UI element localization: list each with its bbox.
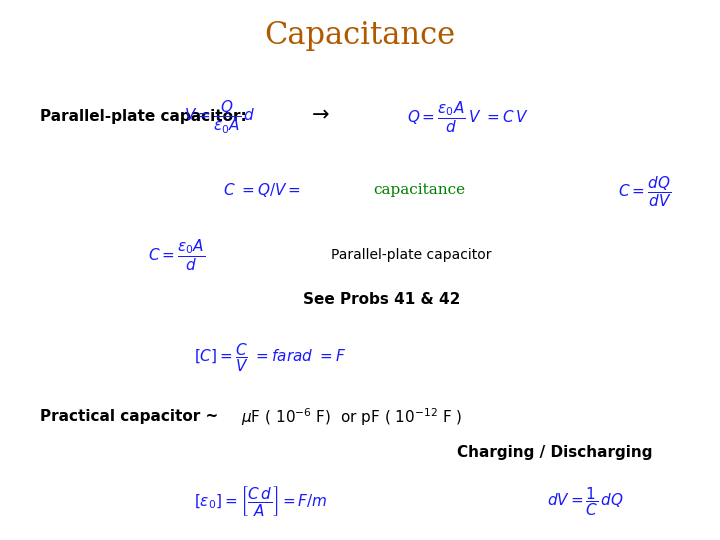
Text: $dV = \dfrac{1}{C}\,dQ$: $dV = \dfrac{1}{C}\,dQ$ [547,485,624,517]
Text: Parallel-plate capacitor:: Parallel-plate capacitor: [40,109,246,124]
Text: $C = \dfrac{dQ}{dV}$: $C = \dfrac{dQ}{dV}$ [618,174,671,209]
Text: $\left[\varepsilon_0\right] = \left[\dfrac{C\,d}{A}\right] = F/m$: $\left[\varepsilon_0\right] = \left[\dfr… [194,484,328,518]
Text: Parallel-plate capacitor: Parallel-plate capacitor [331,248,492,262]
Text: Practical capacitor ~: Practical capacitor ~ [40,409,223,424]
Text: See Probs 41 & 42: See Probs 41 & 42 [303,292,460,307]
Text: $Q = \dfrac{\varepsilon_0 A}{d}\,V \ = C\,V$: $Q = \dfrac{\varepsilon_0 A}{d}\,V \ = C… [408,100,528,136]
Text: →: → [312,105,329,125]
Text: Capacitance: Capacitance [264,19,456,51]
Text: $C \ = Q / V = $: $C \ = Q / V = $ [223,181,301,199]
Text: $\mu$F ( 10$^{-6}$ F)  or pF ( 10$^{-12}$ F ): $\mu$F ( 10$^{-6}$ F) or pF ( 10$^{-12}$… [241,406,463,428]
Text: $V = \dfrac{Q}{\varepsilon_0 A}\,d$: $V = \dfrac{Q}{\varepsilon_0 A}\,d$ [184,99,255,137]
Text: $\left[C\right] = \dfrac{C}{V} \ = farad \ = F$: $\left[C\right] = \dfrac{C}{V} \ = farad… [194,341,346,374]
Text: capacitance: capacitance [373,183,465,197]
Text: Charging / Discharging: Charging / Discharging [456,445,652,460]
Text: $C = \dfrac{\varepsilon_0 A}{d}$: $C = \dfrac{\varepsilon_0 A}{d}$ [148,237,205,273]
